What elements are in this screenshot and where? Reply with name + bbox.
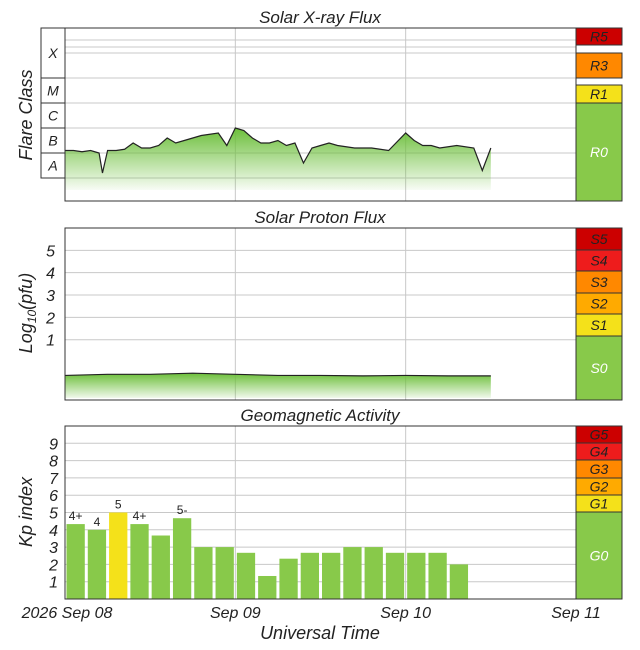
kp-bar	[172, 518, 192, 599]
kp-bar-label: 5-	[177, 503, 188, 517]
radiation-label-s5: S5	[590, 231, 607, 247]
radiation-label-s4: S4	[590, 253, 607, 269]
geomag-y-tick-7: 7	[49, 471, 59, 488]
geomag-scale-label-g2: G2	[590, 479, 609, 495]
kp-bar	[151, 535, 170, 599]
geomag-scale-label-g1: G1	[590, 496, 609, 512]
geomag-scale-label-g5: G5	[590, 427, 609, 443]
flare-class-box	[40, 152, 66, 179]
geomag-ylabel: Kp index	[16, 476, 36, 547]
radiation-label-s3: S3	[590, 274, 607, 290]
proton-y-tick-4: 4	[46, 266, 55, 283]
radiation-scale-s0	[575, 335, 623, 401]
flare-class-label-c: C	[48, 108, 59, 124]
kp-bar	[322, 552, 341, 599]
geomag-y-tick-8: 8	[49, 454, 58, 471]
proton-y-tick-2: 2	[45, 310, 55, 327]
geomag-scale-g0	[575, 511, 623, 600]
xray-ylabel: Flare Class	[16, 69, 36, 160]
geomag-y-tick-2: 2	[48, 557, 58, 574]
radiation-label-s0: S0	[590, 360, 607, 376]
kp-bar	[343, 547, 362, 599]
proton-y-tick-5: 5	[46, 243, 55, 260]
proton-flux-line	[64, 372, 491, 377]
flare-class-label-a: A	[47, 158, 57, 174]
x-axis-label: Universal Time	[260, 623, 380, 643]
radio-blackout-scale-r5	[575, 27, 623, 46]
flare-class-label-b: B	[48, 133, 57, 149]
x-tick-label: Sep 09	[210, 605, 261, 622]
kp-bar-label: 4+	[69, 509, 83, 523]
flare-class-box	[40, 102, 66, 129]
proton-y-tick-3: 3	[46, 288, 55, 305]
kp-bar	[130, 524, 149, 599]
geomag-scale-label-g4: G4	[590, 444, 609, 460]
kp-bar	[407, 552, 426, 599]
proton-plot-area	[65, 228, 576, 400]
x-tick-label: Sep 11	[551, 605, 601, 622]
kp-bar	[385, 552, 405, 599]
radio-blackout-scale-r3	[575, 52, 623, 79]
geomag-y-tick-5: 5	[49, 506, 58, 523]
geomag-y-tick-1: 1	[49, 575, 58, 592]
radio-blackout-label-r5: R5	[590, 29, 608, 45]
x-tick-label: Sep 10	[380, 605, 431, 622]
geomag-scale-label-g0: G0	[590, 548, 609, 564]
kp-bar	[109, 512, 128, 599]
kp-bar	[449, 564, 469, 599]
geomag-scale-label-g3: G3	[590, 461, 609, 477]
proton-ylabel: Log10(pfu)	[16, 273, 39, 353]
kp-bar	[215, 547, 234, 599]
geomag-y-tick-9: 9	[49, 436, 58, 453]
kp-bar	[364, 547, 383, 599]
kp-bar	[279, 558, 298, 599]
radiation-label-s2: S2	[590, 296, 607, 312]
radio-blackout-label-r1: R1	[590, 86, 608, 102]
flare-class-label-m: M	[47, 83, 59, 99]
geomag-y-tick-6: 6	[49, 488, 58, 505]
kp-bar	[194, 547, 213, 599]
geomag-title: Geomagnetic Activity	[240, 406, 401, 425]
proton-title: Solar Proton Flux	[254, 208, 386, 227]
geomag-y-tick-4: 4	[49, 523, 58, 540]
radio-blackout-label-r0: R0	[590, 144, 608, 160]
xray-flux-area	[65, 128, 491, 190]
kp-bar	[300, 552, 319, 599]
x-tick-label: 2026 Sep 08	[21, 605, 113, 622]
radio-blackout-scale-r0	[575, 102, 623, 202]
proton-y-tick-1: 1	[46, 333, 55, 350]
geomag-y-tick-3: 3	[49, 540, 58, 557]
kp-bar	[428, 552, 447, 599]
kp-bar	[87, 529, 107, 599]
flare-class-label-x: X	[47, 45, 58, 61]
radiation-label-s1: S1	[590, 317, 607, 333]
radio-blackout-label-r3: R3	[590, 58, 608, 74]
kp-bar	[258, 575, 277, 599]
kp-bar	[236, 552, 256, 599]
kp-bar-label: 5	[115, 498, 122, 512]
xray-flux-line	[65, 127, 492, 174]
kp-bar-label: 4+	[133, 509, 147, 523]
kp-bar	[66, 524, 85, 599]
xray-title: Solar X-ray Flux	[259, 8, 381, 27]
proton-flux-area	[65, 373, 491, 398]
kp-bar-label: 4	[94, 515, 101, 529]
